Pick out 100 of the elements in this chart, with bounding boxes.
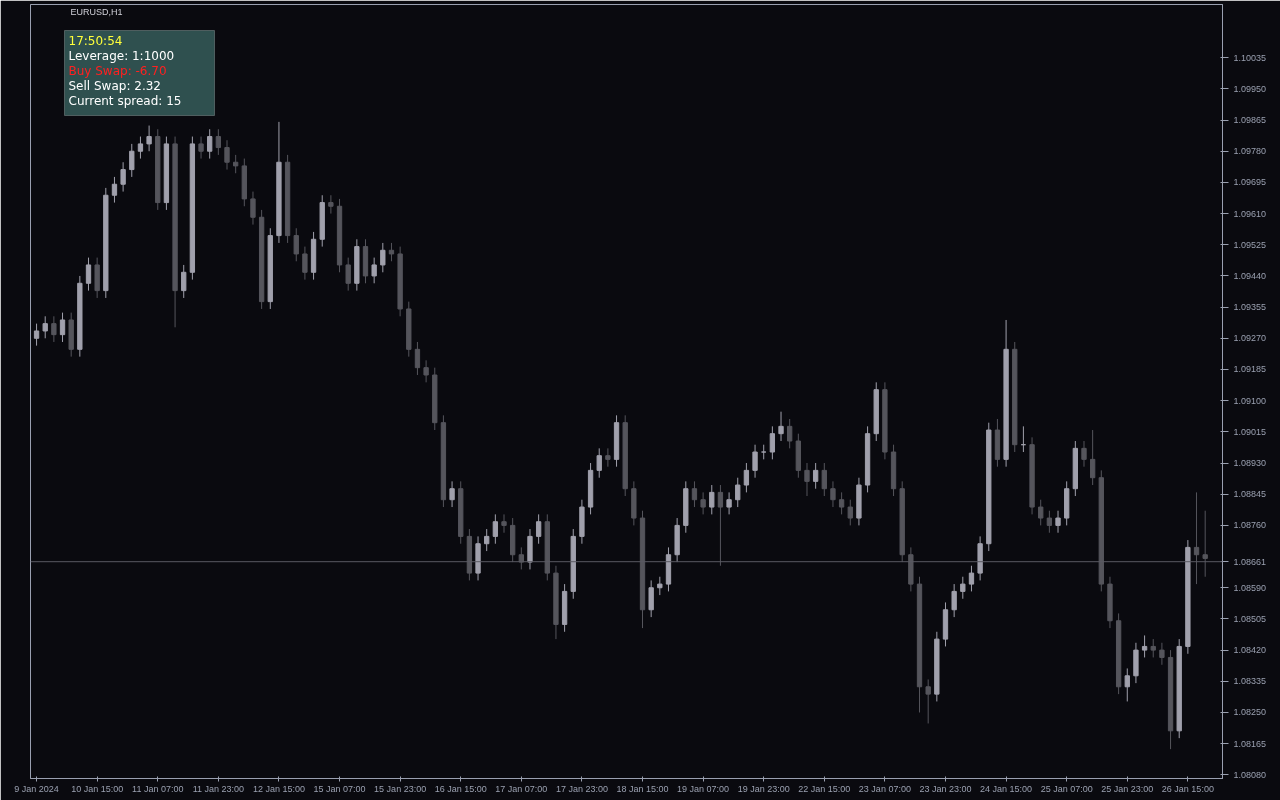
candlestick — [709, 484, 715, 515]
x-tick-label: 25 Jan 07:00 — [1040, 783, 1093, 794]
x-tick-label: 24 Jan 15:00 — [980, 783, 1033, 794]
ref-line-label: 1.08661 — [1233, 556, 1267, 567]
candlestick — [838, 491, 845, 515]
y-tick-label: 1.08505 — [1233, 613, 1267, 624]
x-tick-label: 9 Jan 2024 — [14, 783, 59, 794]
y-tick-label: 1.08845 — [1233, 489, 1267, 500]
candlestick — [830, 480, 836, 508]
candlestick — [414, 341, 421, 376]
chart-title: EURUSD,H1 — [70, 6, 123, 17]
candlestick — [535, 513, 542, 545]
x-tick-label: 12 Jan 15:00 — [252, 783, 305, 794]
candlestick — [423, 359, 429, 383]
candlestick — [198, 136, 204, 160]
candlestick — [388, 242, 395, 262]
y-tick-label: 1.09695 — [1233, 177, 1267, 188]
annotation: 17:50:54 — [68, 33, 123, 48]
candlestick — [951, 583, 957, 618]
y-tick-label: 1.09610 — [1233, 208, 1267, 219]
candlestick — [812, 462, 819, 490]
candlestick — [735, 477, 741, 508]
y-tick-label: 1.09270 — [1233, 333, 1267, 344]
y-tick-label: 1.08420 — [1233, 645, 1267, 656]
annotation: Leverage: 1:1000 — [68, 48, 175, 63]
candlestick — [85, 257, 92, 292]
candlestick — [752, 444, 758, 479]
annotation: Sell Swap: 2.32 — [68, 78, 161, 93]
y-tick-label: 1.08930 — [1233, 458, 1267, 469]
y-tick-label: 1.10035 — [1233, 52, 1267, 63]
candlestick — [1124, 667, 1130, 702]
candlestick — [51, 315, 57, 343]
candlestick — [691, 480, 698, 508]
y-tick-label: 1.08080 — [1233, 769, 1267, 780]
x-tick-label: 15 Jan 07:00 — [313, 783, 366, 794]
candlestick — [821, 462, 827, 497]
candlestick — [1159, 642, 1165, 666]
y-tick-label: 1.08335 — [1233, 676, 1267, 687]
candlestick — [449, 480, 455, 508]
candlestick — [700, 491, 706, 515]
y-tick-label: 1.08165 — [1233, 738, 1267, 749]
candlestick — [769, 425, 776, 460]
candlestick — [804, 462, 810, 497]
candlestick — [328, 194, 334, 215]
candlestick — [501, 513, 507, 534]
candlestick — [129, 143, 135, 178]
y-tick-label: 1.08760 — [1233, 520, 1267, 531]
x-tick-label: 22 Jan 15:00 — [798, 783, 851, 794]
candlestick — [120, 161, 126, 193]
candlestick — [1089, 429, 1096, 486]
annotation: Current spread: 15 — [68, 93, 182, 108]
x-tick-label: 16 Jan 15:00 — [434, 783, 487, 794]
candlestick — [232, 154, 239, 174]
x-tick-label: 11 Jan 07:00 — [132, 783, 184, 794]
x-tick-label: 23 Jan 23:00 — [919, 783, 972, 794]
y-tick-label: 1.08590 — [1233, 582, 1267, 593]
candlestick — [657, 576, 663, 596]
candlestick — [1141, 634, 1148, 658]
candlestick — [1150, 638, 1156, 658]
x-tick-label: 10 Jan 15:00 — [71, 783, 124, 794]
candlestick — [743, 462, 750, 493]
candlestick — [778, 411, 784, 442]
x-tick-label: 11 Jan 23:00 — [192, 783, 245, 794]
candlestick — [648, 579, 654, 618]
y-tick-label: 1.09525 — [1233, 239, 1267, 250]
x-tick-label: 23 Jan 07:00 — [858, 783, 911, 794]
candlestick — [605, 447, 611, 468]
x-tick-label: 26 Jan 15:00 — [1161, 783, 1214, 794]
candlestick — [380, 242, 386, 273]
candlestick — [181, 264, 187, 299]
x-tick-label: 17 Jan 07:00 — [495, 783, 548, 794]
candlestick — [596, 447, 602, 479]
candlestick — [787, 418, 793, 449]
candlestick — [968, 565, 975, 592]
candlestick — [137, 136, 144, 160]
candlestick — [146, 125, 152, 152]
y-tick-label: 1.08250 — [1233, 707, 1267, 718]
candlestick — [33, 323, 40, 347]
candlestick — [1081, 440, 1087, 468]
candlestick — [207, 128, 213, 160]
candlestick — [1038, 499, 1044, 526]
candlestick — [925, 678, 931, 724]
annotation: Buy Swap: -6.70 — [68, 63, 167, 78]
y-tick-label: 1.09100 — [1233, 395, 1267, 406]
y-tick-label: 1.09780 — [1233, 146, 1267, 157]
candlestick — [484, 528, 490, 552]
y-tick-label: 1.09355 — [1233, 302, 1267, 313]
candlestick — [111, 176, 118, 204]
candlestick — [1046, 510, 1053, 534]
candlestick — [250, 191, 256, 226]
x-tick-label: 25 Jan 23:00 — [1101, 783, 1154, 794]
candlestick — [42, 315, 48, 339]
candlestick — [492, 513, 499, 545]
candlestick — [726, 491, 732, 515]
y-tick-label: 1.09440 — [1233, 270, 1267, 281]
candlestick — [224, 139, 230, 171]
x-tick-label: 15 Jan 23:00 — [374, 783, 427, 794]
candlestick — [1055, 510, 1061, 534]
y-tick-label: 1.09865 — [1233, 115, 1267, 126]
candlestick — [215, 128, 222, 156]
